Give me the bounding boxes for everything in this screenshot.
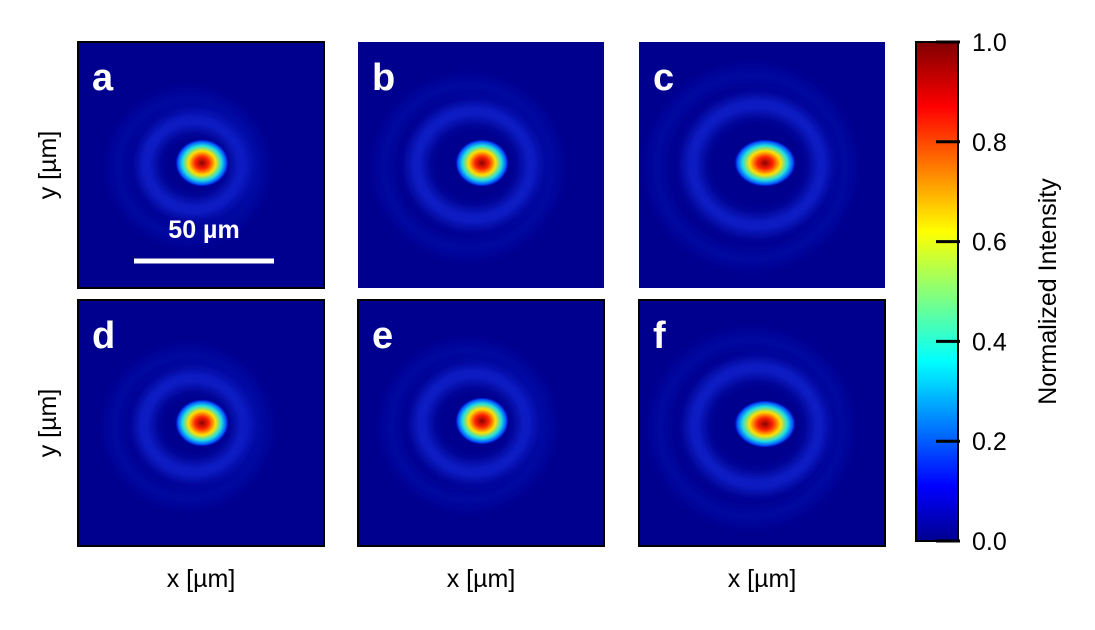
spot bbox=[175, 399, 229, 447]
colorbar-label: Normalized Intensity bbox=[1034, 178, 1062, 405]
panel-label: b bbox=[372, 57, 395, 99]
colorbar-tick-label: 0.6 bbox=[972, 229, 1007, 257]
colorbar-tick-label: 0.2 bbox=[972, 428, 1007, 456]
x-axis-label: x [µm] bbox=[447, 565, 516, 593]
panel-frame bbox=[638, 299, 886, 547]
panel-frame bbox=[77, 299, 325, 547]
panel-label: d bbox=[92, 315, 115, 357]
spot bbox=[455, 397, 509, 445]
panel-frame bbox=[77, 41, 325, 289]
y-axis-label: y [µm] bbox=[34, 389, 62, 458]
colorbar-tick-label: 0.4 bbox=[972, 328, 1007, 356]
ring bbox=[114, 95, 262, 239]
ring bbox=[380, 81, 556, 253]
spot bbox=[733, 400, 797, 448]
image-panel bbox=[639, 42, 885, 288]
spot bbox=[175, 139, 229, 187]
panel-label: e bbox=[372, 315, 393, 357]
image-panel bbox=[358, 42, 604, 288]
ring bbox=[137, 371, 251, 479]
panel-frame bbox=[357, 299, 605, 547]
panel-label: a bbox=[92, 57, 114, 99]
panel-label: f bbox=[653, 315, 666, 357]
x-axis-label: x [µm] bbox=[167, 565, 236, 593]
ring bbox=[140, 114, 248, 216]
panel-label: c bbox=[653, 57, 674, 99]
ring bbox=[415, 367, 533, 479]
colorbar-tick-label: 1.0 bbox=[972, 29, 1007, 57]
ring bbox=[652, 71, 850, 263]
ring bbox=[688, 361, 826, 491]
image-panel bbox=[77, 299, 325, 547]
colorbar-tick-label: 0.0 bbox=[972, 528, 1007, 556]
ring bbox=[410, 105, 538, 225]
y-axis-label: y [µm] bbox=[34, 131, 62, 200]
ring bbox=[110, 351, 266, 503]
image-panel bbox=[638, 299, 886, 547]
colorbar-tick-label: 0.8 bbox=[972, 129, 1007, 157]
x-axis-label: x [µm] bbox=[728, 565, 797, 593]
image-panel bbox=[357, 299, 605, 547]
scale-bar-label: 50 µm bbox=[168, 216, 239, 244]
ring bbox=[387, 346, 549, 504]
ring bbox=[686, 98, 828, 232]
image-panel bbox=[77, 41, 325, 289]
spot bbox=[733, 139, 797, 187]
ring bbox=[656, 335, 846, 521]
spot bbox=[455, 139, 509, 187]
colorbar bbox=[915, 41, 959, 542]
